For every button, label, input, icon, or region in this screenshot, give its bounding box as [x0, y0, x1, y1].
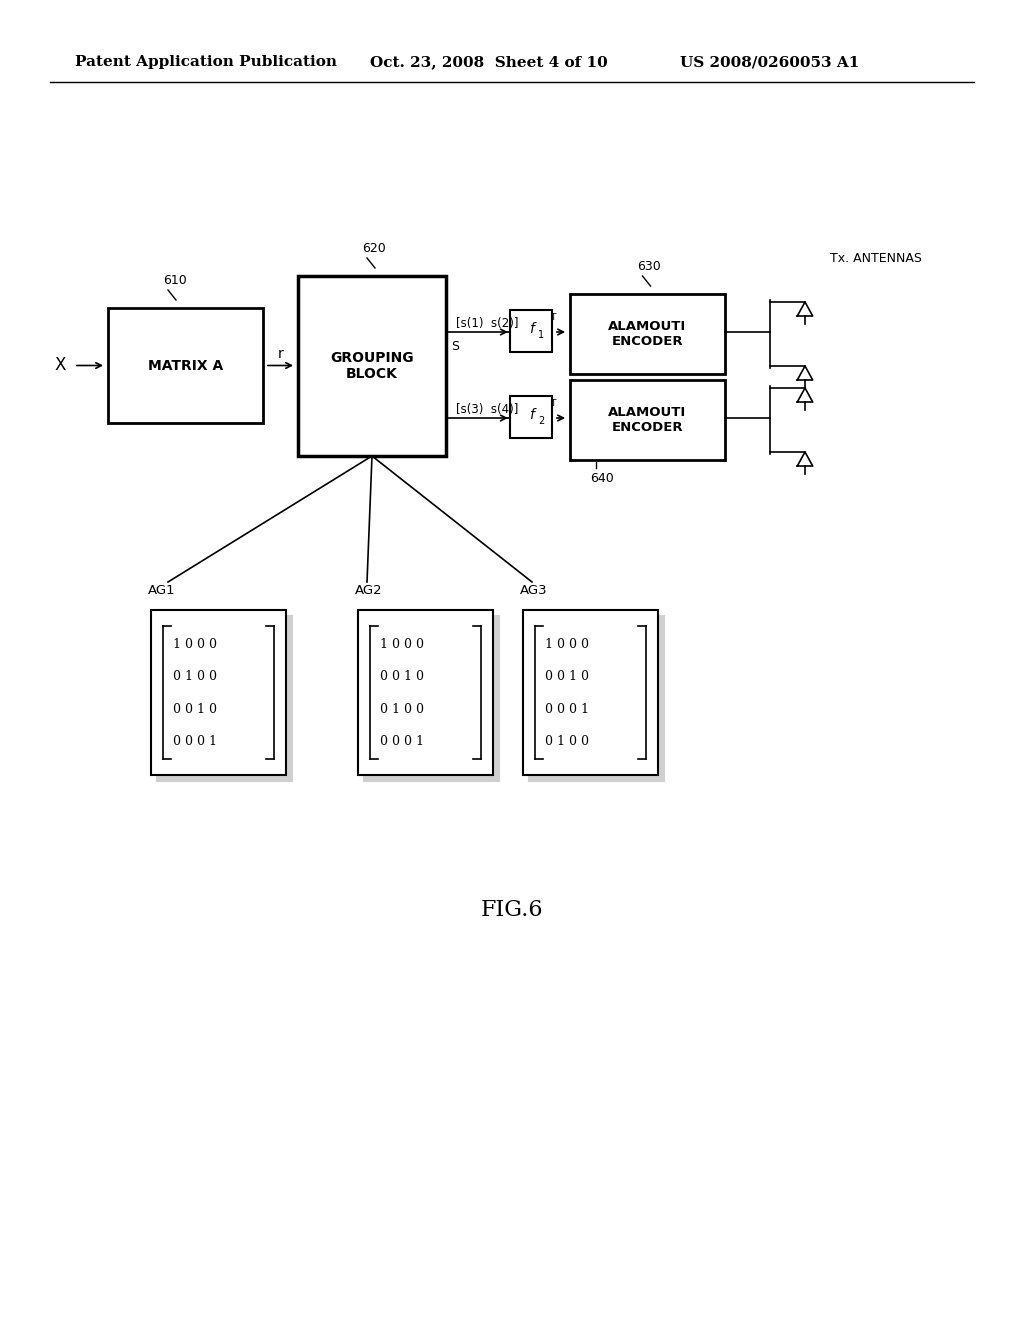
- Text: 610: 610: [163, 273, 186, 286]
- Text: AG2: AG2: [355, 583, 383, 597]
- Bar: [510, 310, 552, 352]
- Text: 620: 620: [362, 242, 386, 255]
- Text: T: T: [550, 314, 555, 322]
- Text: MATRIX A: MATRIX A: [147, 359, 223, 372]
- Text: 1 0 0 0: 1 0 0 0: [380, 638, 424, 651]
- Text: 0 0 1 0: 0 0 1 0: [545, 671, 589, 684]
- Text: FIG.6: FIG.6: [480, 899, 544, 921]
- Bar: [570, 380, 725, 459]
- Polygon shape: [798, 388, 813, 403]
- Text: 1: 1: [538, 330, 544, 341]
- Bar: [108, 308, 263, 422]
- Text: 0 0 0 1: 0 0 0 1: [545, 702, 589, 715]
- Bar: [358, 610, 493, 775]
- Text: X: X: [54, 356, 66, 375]
- Text: 0 1 0 0: 0 1 0 0: [545, 735, 589, 748]
- Bar: [510, 396, 552, 438]
- Text: [s(3)  s(4)]: [s(3) s(4)]: [456, 404, 518, 417]
- Text: S: S: [451, 339, 459, 352]
- Text: T: T: [550, 400, 555, 408]
- Text: [s(1)  s(2)]: [s(1) s(2)]: [456, 318, 518, 330]
- Text: AG3: AG3: [520, 583, 548, 597]
- Text: 0 0 0 1: 0 0 0 1: [173, 735, 217, 748]
- Bar: [151, 610, 286, 775]
- Bar: [298, 276, 446, 455]
- Bar: [523, 610, 658, 775]
- Bar: [364, 616, 499, 781]
- Polygon shape: [798, 366, 813, 380]
- Text: Tx. ANTENNAS: Tx. ANTENNAS: [830, 252, 922, 264]
- Text: GROUPING
BLOCK: GROUPING BLOCK: [330, 351, 414, 381]
- Text: 0 0 1 0: 0 0 1 0: [380, 671, 424, 684]
- Text: 2: 2: [538, 416, 544, 426]
- Text: 1 0 0 0: 1 0 0 0: [545, 638, 589, 651]
- Polygon shape: [798, 451, 813, 466]
- Text: 0 1 0 0: 0 1 0 0: [173, 671, 217, 684]
- Bar: [570, 294, 725, 374]
- Text: 1 0 0 0: 1 0 0 0: [173, 638, 217, 651]
- Text: ALAMOUTI
ENCODER: ALAMOUTI ENCODER: [608, 319, 687, 348]
- Bar: [529, 616, 664, 781]
- Text: f: f: [528, 408, 534, 422]
- Text: Oct. 23, 2008  Sheet 4 of 10: Oct. 23, 2008 Sheet 4 of 10: [370, 55, 608, 69]
- Text: 0 0 1 0: 0 0 1 0: [173, 702, 217, 715]
- Text: 630: 630: [638, 260, 662, 272]
- Text: r: r: [278, 346, 284, 360]
- Text: f: f: [528, 322, 534, 337]
- Text: US 2008/0260053 A1: US 2008/0260053 A1: [680, 55, 859, 69]
- Text: Patent Application Publication: Patent Application Publication: [75, 55, 337, 69]
- Polygon shape: [798, 302, 813, 315]
- Text: ALAMOUTI
ENCODER: ALAMOUTI ENCODER: [608, 407, 687, 434]
- Text: 0 1 0 0: 0 1 0 0: [380, 702, 424, 715]
- Text: AG1: AG1: [148, 583, 176, 597]
- Text: 0 0 0 1: 0 0 0 1: [380, 735, 424, 748]
- Text: 640: 640: [590, 471, 613, 484]
- Bar: [157, 616, 292, 781]
